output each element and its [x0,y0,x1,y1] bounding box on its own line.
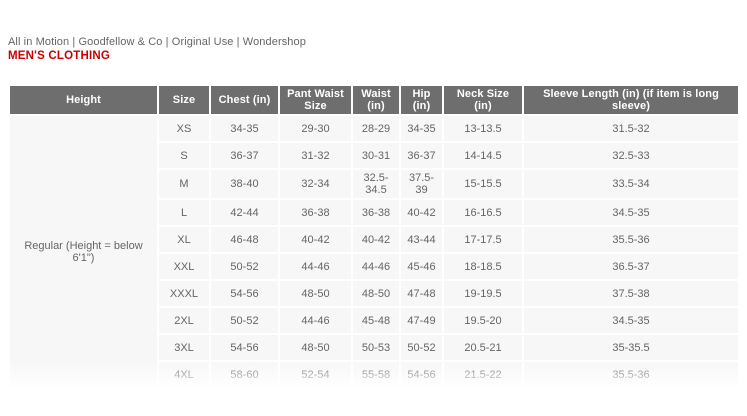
pant-waist-cell: 48-50 [280,335,351,360]
column-header-pant-waist-size: Pant Waist Size [280,86,351,114]
waist-cell: 30-31 [353,143,399,168]
hip-cell: 37.5-39 [401,170,442,198]
neck-size-cell: 17-17.5 [444,227,522,252]
pant-waist-cell: 44-46 [280,254,351,279]
neck-size-cell: 19-19.5 [444,281,522,306]
size-row-xxl: XXL 50-52 44-46 44-46 45-46 18-18.5 36.5-37 [10,254,738,279]
size-chart-table: Height Size Chest (in) Pant Waist Size Waist… [8,84,740,389]
size-cell: XS [159,116,209,141]
chest-cell: 58-60 [211,362,278,387]
waist-cell: 48-50 [353,281,399,306]
waist-cell: 36-38 [353,200,399,225]
size-row-2xl: 2XL 50-52 44-46 45-48 47-49 19.5-20 34.5-35 [10,308,738,333]
waist-cell: 55-58 [353,362,399,387]
waist-cell: 44-46 [353,254,399,279]
column-header-neck-size-in: Neck Size (in) [444,86,522,114]
chest-cell: 54-56 [211,335,278,360]
neck-size-cell: 20.5-21 [444,335,522,360]
column-header-height: Height [10,86,157,114]
hip-cell: 50-52 [401,335,442,360]
hip-cell: 43-44 [401,227,442,252]
column-header-hip-in: Hip (in) [401,86,442,114]
pant-waist-cell: 29-30 [280,116,351,141]
sleeve-length-cell: 36.5-37 [524,254,738,279]
table-header-row: Height Size Chest (in) Pant Waist Size Waist… [10,86,738,114]
waist-cell: 45-48 [353,308,399,333]
neck-size-cell: 15-15.5 [444,170,522,198]
chest-cell: 50-52 [211,308,278,333]
size-cell: XXL [159,254,209,279]
hip-cell: 45-46 [401,254,442,279]
hip-cell: 47-48 [401,281,442,306]
size-cell: S [159,143,209,168]
hip-cell: 40-42 [401,200,442,225]
pant-waist-cell: 44-46 [280,308,351,333]
column-header-waist-in: Waist (in) [353,86,399,114]
size-cell: 3XL [159,335,209,360]
size-cell: L [159,200,209,225]
table-body: Regular (Height = below 6'1") XS 34-35 29-3… [10,116,738,387]
sleeve-length-cell: 35.5-36 [524,362,738,387]
size-chart-table-container: Height Size Chest (in) Pant Waist Size Waist… [8,84,740,395]
sleeve-length-cell: 34.5-35 [524,200,738,225]
hip-cell: 34-35 [401,116,442,141]
pant-waist-cell: 40-42 [280,227,351,252]
chest-cell: 34-35 [211,116,278,141]
pant-waist-cell: 31-32 [280,143,351,168]
neck-size-cell: 18-18.5 [444,254,522,279]
pant-waist-cell: 36-38 [280,200,351,225]
brands-line: All in Motion | Goodfellow & Co | Origin… [8,36,306,48]
sleeve-length-cell: 37.5-38 [524,281,738,306]
hip-cell: 36-37 [401,143,442,168]
waist-cell: 32.5-34.5 [353,170,399,198]
sleeve-length-cell: 35.5-36 [524,227,738,252]
chest-cell: 54-56 [211,281,278,306]
chest-cell: 38-40 [211,170,278,198]
hip-cell: 54-56 [401,362,442,387]
hip-cell: 47-49 [401,308,442,333]
pant-waist-cell: 52-54 [280,362,351,387]
chest-cell: 42-44 [211,200,278,225]
size-row-3xl: 3XL 54-56 48-50 50-53 50-52 20.5-21 35-35.5 [10,335,738,360]
sleeve-length-cell: 35-35.5 [524,335,738,360]
size-cell: M [159,170,209,198]
neck-size-cell: 21.5-22 [444,362,522,387]
height-group-cell: Regular (Height = below 6'1") [10,116,157,387]
page-title: MEN'S CLOTHING [8,50,111,62]
chest-cell: 50-52 [211,254,278,279]
size-row-xxxl: XXXL 54-56 48-50 48-50 47-48 19-19.5 37.5-38 [10,281,738,306]
neck-size-cell: 19.5-20 [444,308,522,333]
waist-cell: 50-53 [353,335,399,360]
waist-cell: 28-29 [353,116,399,141]
sleeve-length-cell: 31.5-32 [524,116,738,141]
chest-cell: 46-48 [211,227,278,252]
neck-size-cell: 14-14.5 [444,143,522,168]
size-cell: XXXL [159,281,209,306]
column-header-chest-in: Chest (in) [211,86,278,114]
chest-cell: 36-37 [211,143,278,168]
size-cell: 2XL [159,308,209,333]
pant-waist-cell: 48-50 [280,281,351,306]
pant-waist-cell: 32-34 [280,170,351,198]
column-header-sleeve-length-in-if-item-is-long-sleeve: Sleeve Length (in) (if item is long slee… [524,86,738,114]
neck-size-cell: 16-16.5 [444,200,522,225]
sleeve-length-cell: 34.5-35 [524,308,738,333]
size-row-xs: Regular (Height = below 6'1") XS 34-35 29-3… [10,116,738,387]
size-row-s: S 36-37 31-32 30-31 36-37 14-14.5 32.5-33 [10,143,738,168]
sleeve-length-cell: 33.5-34 [524,170,738,198]
column-header-size: Size [159,86,209,114]
neck-size-cell: 13-13.5 [444,116,522,141]
size-cell: 4XL [159,362,209,387]
size-cell: XL [159,227,209,252]
waist-cell: 40-42 [353,227,399,252]
sleeve-length-cell: 32.5-33 [524,143,738,168]
size-row-xl: XL 46-48 40-42 40-42 43-44 17-17.5 35.5-36 [10,227,738,252]
size-row-m: M 38-40 32-34 32.5-34.5 37.5-39 15-15.5 33.5-3… [10,170,738,198]
size-row-l: L 42-44 36-38 36-38 40-42 16-16.5 34.5-35 [10,200,738,225]
